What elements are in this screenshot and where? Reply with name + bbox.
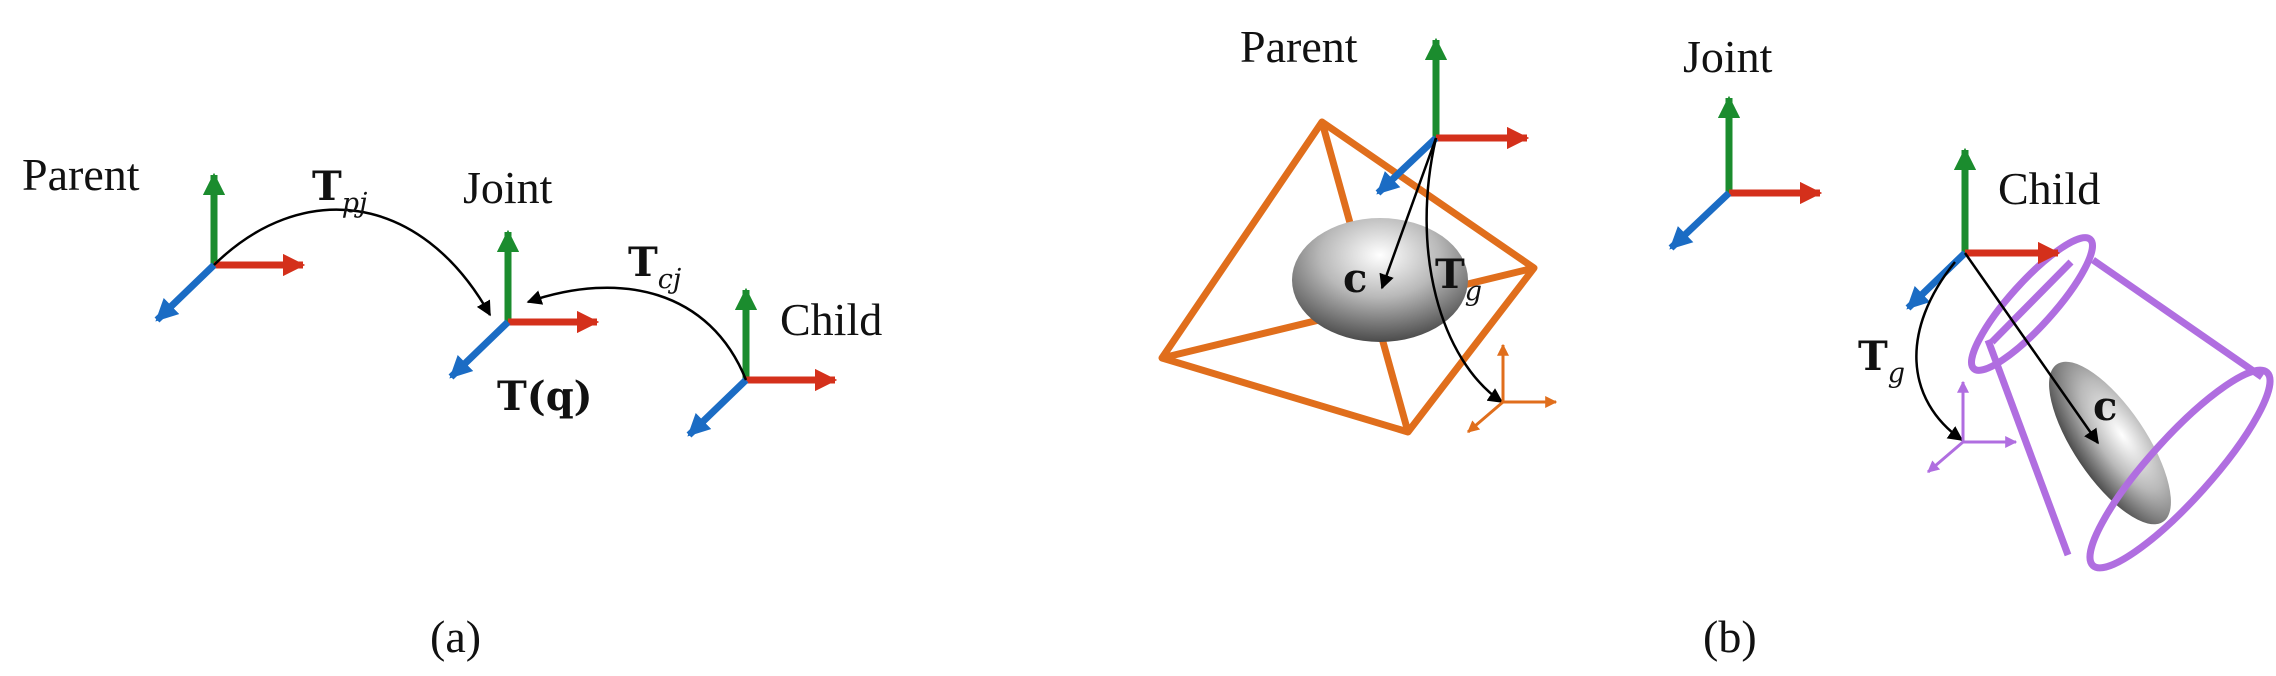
child-centroid-label: c xyxy=(2093,383,2117,430)
t-pj-main: T xyxy=(312,163,342,210)
parent-t-g-label: Tg xyxy=(1435,251,1482,307)
t-cj-arrow xyxy=(526,286,748,381)
parent-t-g-sub: g xyxy=(1465,276,1482,307)
child-frame-b xyxy=(1905,147,2061,311)
child-geometry xyxy=(1968,234,2274,572)
child-t-g-label: Tg xyxy=(1858,333,1905,389)
caption-b: (b) xyxy=(1703,611,1757,662)
caption-a: (a) xyxy=(430,611,481,662)
child-t-g-main: T xyxy=(1858,333,1888,380)
joint-label-a: Joint xyxy=(463,162,553,213)
child-centroid-arrow xyxy=(1963,252,2100,445)
t-q-label: T(q) xyxy=(497,373,593,420)
parent-label-a: Parent xyxy=(22,149,140,200)
t-pj-arrow xyxy=(213,208,492,317)
child-frame-a xyxy=(686,287,838,438)
t-cj-sub: cj xyxy=(658,264,682,295)
child-geometry-frame xyxy=(1927,380,2018,474)
parent-geometry-frame xyxy=(1467,343,1558,434)
parent-frame-a xyxy=(154,172,306,323)
parent-centroid-label: c xyxy=(1343,255,1367,302)
t-cj-main: T xyxy=(628,239,658,286)
joint-frame-a xyxy=(448,229,600,380)
parent-label-b: Parent xyxy=(1240,21,1358,72)
t-cj-label: Tcj xyxy=(628,239,681,295)
panel-b: c Tg Parent Joint xyxy=(1158,21,2274,662)
child-label-b: Child xyxy=(1998,163,2100,214)
child-label-a: Child xyxy=(780,294,882,345)
child-centroid-blob xyxy=(2049,361,2171,525)
parent-t-g-main: T xyxy=(1435,251,1465,298)
parent-t-g-arrow xyxy=(1425,137,1504,404)
panel-a: Parent Joint Child Tpj Tcj T(q) (a) xyxy=(22,149,882,662)
t-pj-sub: pj xyxy=(342,188,368,219)
child-t-g-arrow xyxy=(1915,261,1964,442)
joint-frame-b xyxy=(1668,95,1823,251)
joint-label-b: Joint xyxy=(1683,31,1773,82)
child-t-g-sub: g xyxy=(1888,358,1905,389)
t-pj-label: Tpj xyxy=(312,163,367,219)
child-geometry-sides xyxy=(1984,257,2264,557)
parent-frame-b xyxy=(1375,37,1530,196)
parent-centroid-arrow xyxy=(1379,137,1438,290)
